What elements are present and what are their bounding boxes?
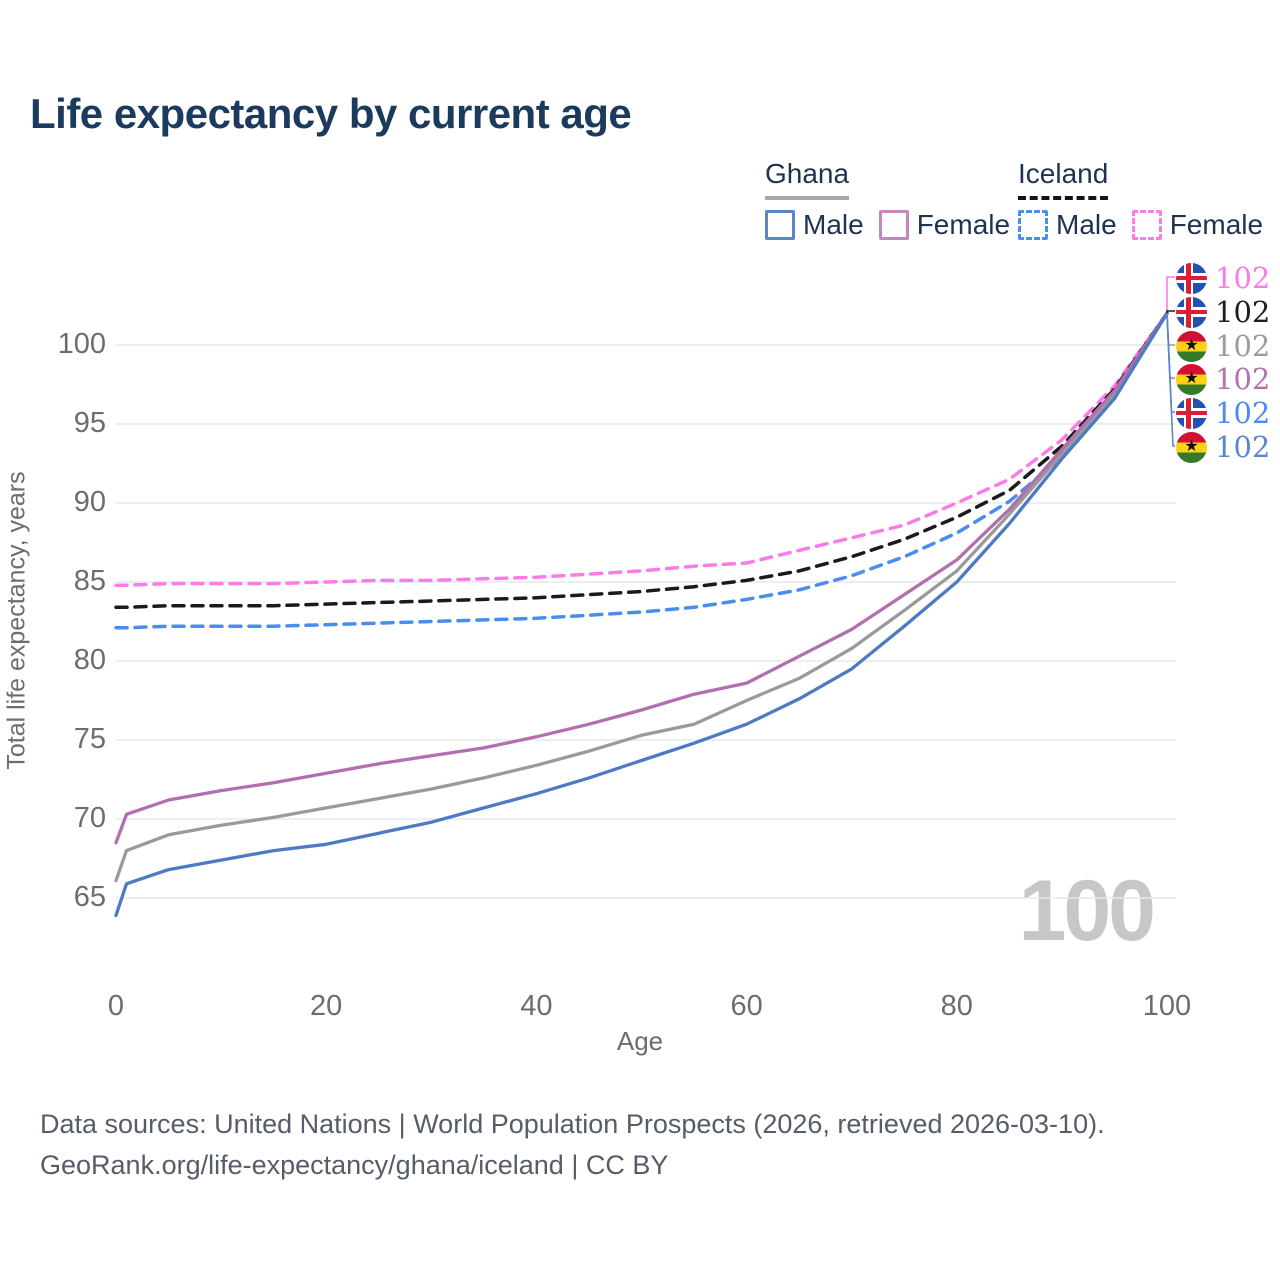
legend-group-ghana: Ghana Male Female xyxy=(765,158,1025,241)
legend-group-title-iceland: Iceland xyxy=(1018,158,1109,200)
series-line-ghana xyxy=(114,311,1169,883)
legend-group-iceland: Iceland Male Female xyxy=(1018,158,1278,241)
leader-line xyxy=(1166,313,1175,379)
iceland-flag-icon xyxy=(1176,262,1207,294)
x-tick-label: 40 xyxy=(520,990,553,1022)
legend-group-title-ghana: Ghana xyxy=(765,158,850,200)
y-tick-label: 100 xyxy=(57,328,106,360)
y-tick-label: 85 xyxy=(73,565,106,597)
y-tick-label: 90 xyxy=(73,486,106,518)
y-tick-label: 65 xyxy=(73,881,106,913)
ghana-flag-icon: ★ xyxy=(1176,330,1207,362)
iceland-flag-icon xyxy=(1176,397,1207,429)
series-line-ghana-male xyxy=(114,311,1169,918)
endpoint-label-ghana: ★ 102 xyxy=(1176,329,1270,363)
x-tick-label: 80 xyxy=(940,990,973,1022)
leader-line xyxy=(1166,310,1175,314)
endpoint-value: 102 xyxy=(1215,396,1271,430)
x-axis-title: Age xyxy=(616,1026,664,1056)
series-line-iceland-male xyxy=(114,311,1169,630)
endpoint-label-iceland-male: 102 xyxy=(1176,396,1270,430)
current-age-watermark: 100 xyxy=(1018,863,1157,959)
x-tick-label: 20 xyxy=(310,990,343,1022)
endpoint-value: 102 xyxy=(1215,362,1271,396)
ghana-female-swatch-icon xyxy=(878,210,909,240)
x-tick-label: 60 xyxy=(730,990,763,1022)
series-line-iceland xyxy=(114,311,1169,610)
page-title: Life expectancy by current age xyxy=(30,90,632,137)
y-tick-label: 70 xyxy=(73,802,106,834)
leader-line xyxy=(1166,276,1175,314)
ghana-flag-icon: ★ xyxy=(1176,431,1207,463)
legend-item-iceland-female[interactable]: Female xyxy=(1131,209,1263,241)
y-tick-label: 80 xyxy=(73,644,106,676)
footer-attribution: GeoRank.org/life-expectancy/ghana/icelan… xyxy=(40,1150,669,1180)
endpoint-value: 102 xyxy=(1215,295,1271,329)
endpoint-label-ghana-female: ★ 102 xyxy=(1176,362,1270,396)
endpoint-value: 102 xyxy=(1215,430,1271,464)
legend-item-ghana-female[interactable]: Female xyxy=(878,209,1010,241)
leader-line xyxy=(1166,313,1175,413)
series-line-iceland-female xyxy=(114,311,1169,587)
endpoint-label-ghana-male: ★ 102 xyxy=(1176,430,1270,464)
y-axis-title: Total life expectancy, years xyxy=(2,471,31,770)
leader-line xyxy=(1166,313,1175,346)
footer-sources: Data sources: United Nations | World Pop… xyxy=(40,1109,1105,1139)
x-tick-label: 0 xyxy=(107,990,125,1022)
legend-item-iceland-male[interactable]: Male xyxy=(1018,209,1117,241)
iceland-male-swatch-icon xyxy=(1018,210,1048,240)
endpoint-label-iceland-female: 102 xyxy=(1176,261,1270,295)
iceland-flag-icon xyxy=(1176,296,1207,328)
footer: Data sources: United Nations | World Pop… xyxy=(40,1104,1105,1186)
endpoint-label-iceland: 102 xyxy=(1176,295,1270,329)
leader-line xyxy=(1166,313,1175,447)
endpoint-value: 102 xyxy=(1215,329,1271,363)
ghana-flag-icon: ★ xyxy=(1176,363,1207,395)
y-tick-label: 95 xyxy=(73,407,106,439)
legend-item-ghana-male[interactable]: Male xyxy=(765,209,864,241)
series-line-ghana-female xyxy=(114,311,1169,845)
y-tick-label: 75 xyxy=(73,723,106,755)
ghana-male-swatch-icon xyxy=(765,210,795,240)
endpoint-value: 102 xyxy=(1215,261,1271,295)
x-tick-label: 100 xyxy=(1142,990,1192,1022)
iceland-female-swatch-icon xyxy=(1131,210,1162,240)
